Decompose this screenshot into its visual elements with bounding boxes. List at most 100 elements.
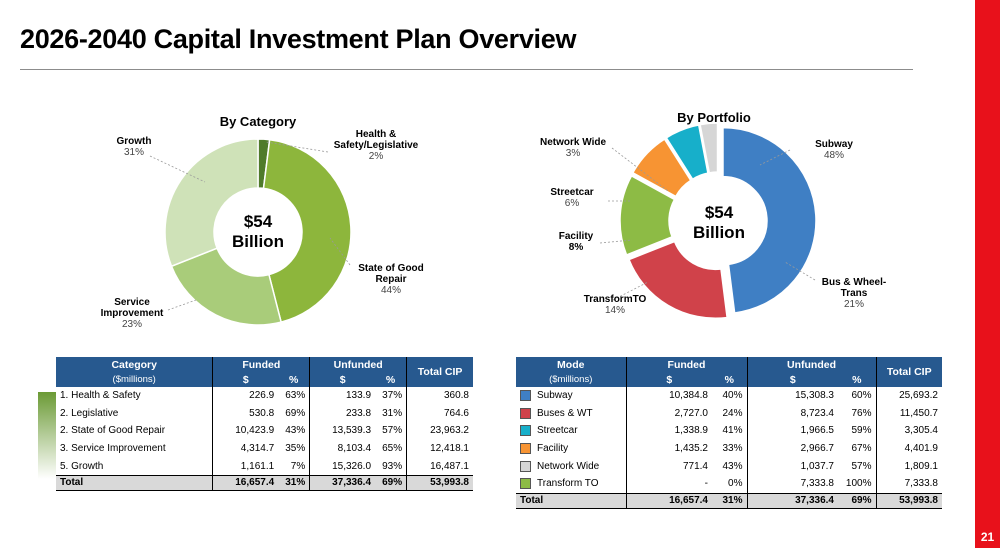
center-unit: Billion (693, 223, 745, 242)
table-row: Transform TO -0% 7,333.8 100% 7,333.8 (516, 474, 942, 494)
legend-swatch (520, 407, 531, 419)
total-value: 25,693.2 (875, 387, 942, 405)
unfunded-value: 2,966.7 (746, 439, 838, 458)
donut-slice-transformto (619, 174, 676, 256)
header-unfunded-dollar: $ (746, 372, 838, 387)
category-gradient-bar (38, 392, 56, 479)
header-unfunded-pct: % (838, 372, 876, 387)
chart-title-category: By Category (219, 114, 297, 129)
header-category: Category (56, 357, 213, 372)
leader-line (329, 237, 351, 266)
slice-label-bus-wheel-trans: Bus & Wheel- Trans 21% (821, 277, 887, 310)
table-row: 1. Health & Safety 226.9 63% 133.9 37% 360.8 (56, 387, 473, 405)
funded-pct: 35% (285, 443, 306, 455)
header-funded-dollar: $ (212, 372, 279, 387)
total-cip-value: 53,993.8 (406, 474, 473, 491)
total-funded-value: 16,657.4 (625, 492, 712, 509)
row-label: Transform TO (537, 478, 599, 490)
funded-value: 771.4 (625, 457, 712, 475)
leader-line (599, 239, 633, 244)
funded-pct: 33% (722, 443, 743, 455)
funded-value: 530.8 (212, 404, 279, 423)
legend-swatch (520, 478, 531, 490)
table-row: Streetcar 1,338.9 41% 1,966.5 59% 3,305.4 (516, 422, 942, 440)
unfunded-value: 7,333.8 (746, 474, 838, 494)
total-unfunded-value: 37,336.4 (746, 492, 838, 509)
header-funded: Funded (212, 357, 310, 372)
header-unfunded: Unfunded (746, 357, 876, 372)
table-row: 2. State of Good Repair 10,423.9 43% 13,539… (56, 422, 473, 440)
total-funded-pct: 31% (712, 492, 747, 509)
unfunded-pct: 100% (845, 478, 872, 490)
unfunded-value: 8,103.4 (309, 439, 376, 458)
unfunded-value: 15,326.0 (309, 457, 376, 476)
total-value: 360.8 (406, 387, 473, 405)
row-label-cell: Facility (516, 440, 626, 458)
unfunded-pct: 59% (851, 425, 872, 437)
total-row: Total 16,657.4 31% 37,336.4 69% 53,993.8 (516, 492, 942, 509)
total-value: 11,450.7 (875, 404, 942, 423)
header-unfunded-dollar: $ (309, 372, 376, 387)
row-label: Facility (537, 443, 569, 455)
total-value: 16,487.1 (406, 457, 473, 476)
slice-label-facility: Facility 8% (558, 231, 594, 253)
unfunded-value: 233.8 (309, 404, 376, 423)
unfunded-value: 13,539.3 (309, 422, 376, 440)
total-value: 3,305.4 (875, 422, 942, 440)
leader-line (759, 149, 791, 166)
category-table: Category Funded Unfunded Total CIP ($mil… (56, 357, 473, 491)
header-mode: Mode (516, 357, 626, 372)
header-unfunded-pct: % (375, 372, 407, 387)
row-label-cell: Transform TO (516, 475, 626, 493)
donut-slice-state-of-good-repair (262, 138, 352, 323)
unfunded-pct: 93% (382, 460, 403, 472)
chart-title-portfolio: By Portfolio (677, 110, 751, 125)
unfunded-pct: 37% (382, 390, 403, 402)
header-funded-pct: % (712, 372, 747, 387)
donut-slice-bus-wheel-trans (628, 240, 728, 319)
unfunded-value: 1,966.5 (746, 422, 838, 440)
donut-slice-growth (164, 138, 259, 268)
unfunded-pct: 76% (851, 407, 872, 419)
header-total-cip: Total CIP (875, 357, 942, 387)
center-amount: $54 (243, 212, 273, 231)
row-label: Buses & WT (537, 407, 593, 419)
row-label-cell: Network Wide (516, 457, 626, 475)
donut-slice-network-wide (699, 122, 719, 174)
funded-pct: 43% (722, 460, 743, 472)
table-row: Facility 1,435.2 33% 2,966.7 67% 4,401.9 (516, 439, 942, 458)
legend-swatch (520, 460, 531, 472)
funded-value: 1,435.2 (625, 439, 712, 458)
row-label: 2. Legislative (60, 407, 119, 419)
header-units: ($millions) (516, 372, 626, 387)
center-unit: Billion (232, 232, 284, 251)
row-label-cell: Streetcar (516, 422, 626, 440)
slice-label-subway: Subway 48% (815, 139, 853, 161)
legend-swatch (520, 390, 531, 402)
donut-slice-facility (631, 138, 692, 198)
page-title: 2026-2040 Capital Investment Plan Overvi… (20, 24, 577, 54)
unfunded-value: 8,723.4 (746, 404, 838, 423)
total-value: 7,333.8 (875, 474, 942, 494)
total-unfunded-pct: 69% (838, 492, 876, 509)
brand-red-bar (975, 0, 1000, 548)
funded-value: - (625, 474, 712, 494)
table-row: 3. Service Improvement 4,314.7 35% 8,103.4 6… (56, 439, 473, 458)
row-label-cell: Buses & WT (516, 405, 626, 423)
header-funded-pct: % (278, 372, 310, 387)
total-row: Total 16,657.4 31% 37,336.4 69% 53,993.8 (56, 474, 473, 491)
funded-pct: 41% (722, 425, 743, 437)
mode-table: Mode Funded Unfunded Total CIP ($million… (516, 357, 942, 509)
funded-pct: 69% (285, 407, 306, 419)
center-value-category: $54 Billion (188, 212, 328, 252)
unfunded-pct: 67% (851, 443, 872, 455)
slice-label-health-safety: Health & Safety/Legislative 2% (333, 129, 419, 162)
donut-slice-streetcar (665, 124, 709, 181)
row-label: 2. State of Good Repair (60, 425, 166, 437)
table-row: 2. Legislative 530.8 69% 233.8 31% 764.6 (56, 404, 473, 423)
table-row: Subway 10,384.8 40% 15,308.3 60% 25,693.2 (516, 387, 942, 405)
slice-label-growth: Growth 31% (116, 136, 152, 158)
row-label: 5. Growth (60, 460, 104, 472)
leader-line (265, 141, 329, 153)
header-units: ($millions) (56, 372, 213, 387)
